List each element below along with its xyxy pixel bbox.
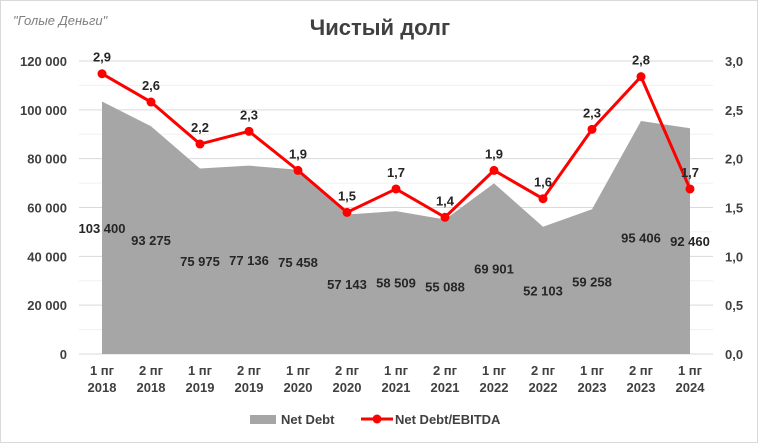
net-debt-data-label: 55 088 bbox=[425, 280, 465, 295]
net-debt-ebitda-point bbox=[391, 184, 401, 194]
net-debt-ebitda-point bbox=[342, 207, 352, 217]
right-axis-tick: 2,0 bbox=[725, 152, 743, 167]
left-axis-tick: 80 000 bbox=[27, 152, 67, 167]
net-debt-ebitda-data-label: 1,4 bbox=[436, 193, 455, 208]
x-axis-label-year: 2018 bbox=[137, 380, 166, 395]
net-debt-data-label: 95 406 bbox=[621, 231, 661, 246]
x-axis-label-year: 2020 bbox=[284, 380, 313, 395]
net-debt-ebitda-point bbox=[440, 212, 450, 222]
source-watermark: "Голые Деньги" bbox=[13, 13, 108, 28]
right-axis-tick: 0,5 bbox=[725, 298, 743, 313]
legend-net-debt-swatch bbox=[250, 415, 276, 424]
legend-ratio-label: Net Debt/EBITDA bbox=[395, 412, 501, 427]
x-axis-label-year: 2024 bbox=[676, 380, 706, 395]
x-axis-label-half: 1 пг bbox=[678, 363, 703, 378]
net-debt-ebitda-data-label: 2,2 bbox=[191, 120, 209, 135]
net-debt-ebitda-data-label: 1,6 bbox=[534, 175, 552, 190]
right-axis-tick: 0,0 bbox=[725, 347, 743, 362]
net-debt-ebitda-point bbox=[146, 97, 156, 107]
left-axis-tick: 40 000 bbox=[27, 249, 67, 264]
net-debt-data-label: 93 275 bbox=[131, 233, 171, 248]
left-axis-tick: 100 000 bbox=[20, 103, 67, 118]
right-axis-tick: 2,5 bbox=[725, 103, 743, 118]
net-debt-area bbox=[102, 101, 690, 354]
x-axis-label-year: 2021 bbox=[382, 380, 411, 395]
x-axis-label-half: 2 пг bbox=[531, 363, 556, 378]
x-axis-label-year: 2022 bbox=[480, 380, 509, 395]
x-axis-label-half: 1 пг bbox=[286, 363, 311, 378]
net-debt-ebitda-point bbox=[636, 72, 646, 82]
left-axis-tick: 120 000 bbox=[20, 54, 67, 69]
net-debt-data-label: 75 458 bbox=[278, 255, 318, 270]
x-axis-label-year: 2019 bbox=[235, 380, 264, 395]
x-axis-label-half: 2 пг bbox=[629, 363, 654, 378]
net-debt-ebitda-point bbox=[587, 124, 597, 134]
net-debt-ebitda-point bbox=[195, 139, 205, 149]
net-debt-ebitda-data-label: 2,3 bbox=[240, 107, 258, 122]
x-axis-label-half: 1 пг bbox=[90, 363, 115, 378]
legend-net-debt-label: Net Debt bbox=[281, 412, 335, 427]
net-debt-ebitda-data-label: 2,3 bbox=[583, 105, 601, 120]
net-debt-data-label: 103 400 bbox=[79, 221, 126, 236]
chart-title: Чистый долг bbox=[309, 15, 451, 40]
x-axis-label-year: 2021 bbox=[431, 380, 460, 395]
net-debt-data-label: 57 143 bbox=[327, 277, 367, 292]
x-axis-label-year: 2023 bbox=[627, 380, 656, 395]
net-debt-ebitda-data-label: 2,6 bbox=[142, 78, 160, 93]
x-axis-label-half: 2 пг bbox=[335, 363, 360, 378]
x-axis-label-year: 2020 bbox=[333, 380, 362, 395]
left-axis-tick: 0 bbox=[60, 347, 67, 362]
net-debt-data-label: 52 103 bbox=[523, 283, 563, 298]
x-axis-label-half: 2 пг bbox=[237, 363, 262, 378]
net-debt-data-label: 58 509 bbox=[376, 276, 416, 291]
net-debt-data-label: 69 901 bbox=[474, 262, 514, 277]
x-axis-label-year: 2018 bbox=[88, 380, 117, 395]
x-axis-label-half: 1 пг bbox=[188, 363, 213, 378]
net-debt-ebitda-data-label: 1,9 bbox=[485, 146, 503, 161]
net-debt-data-label: 75 975 bbox=[180, 254, 220, 269]
net-debt-ebitda-point bbox=[97, 69, 107, 79]
right-axis-tick: 1,5 bbox=[725, 201, 743, 216]
right-axis-tick: 1,0 bbox=[725, 249, 743, 264]
x-axis-label-half: 1 пг bbox=[580, 363, 605, 378]
net-debt-data-label: 77 136 bbox=[229, 253, 269, 268]
net-debt-ebitda-data-label: 1,5 bbox=[338, 188, 356, 203]
net-debt-data-label: 92 460 bbox=[670, 234, 710, 249]
legend-ratio-marker bbox=[372, 414, 382, 424]
net-debt-ebitda-point bbox=[293, 165, 303, 175]
left-axis-tick: 60 000 bbox=[27, 201, 67, 216]
x-axis-label-year: 2022 bbox=[529, 380, 558, 395]
x-axis-label-half: 1 пг bbox=[384, 363, 409, 378]
net-debt-ebitda-point bbox=[538, 194, 548, 204]
left-axis-tick: 20 000 bbox=[27, 298, 67, 313]
net-debt-ebitda-data-label: 2,9 bbox=[93, 50, 111, 65]
x-axis-label-half: 1 пг bbox=[482, 363, 507, 378]
net-debt-ebitda-data-label: 1,9 bbox=[289, 146, 307, 161]
net-debt-ebitda-data-label: 2,8 bbox=[632, 53, 650, 68]
net-debt-ebitda-data-label: 1,7 bbox=[387, 165, 405, 180]
right-axis-tick: 3,0 bbox=[725, 54, 743, 69]
net-debt-ebitda-point bbox=[244, 126, 254, 136]
net-debt-ebitda-point bbox=[685, 184, 695, 194]
x-axis-label-half: 2 пг bbox=[433, 363, 458, 378]
x-axis-label-year: 2023 bbox=[578, 380, 607, 395]
x-axis-label-year: 2019 bbox=[186, 380, 215, 395]
net-debt-ebitda-data-label: 1,7 bbox=[681, 165, 699, 180]
x-axis-label-half: 2 пг bbox=[139, 363, 164, 378]
net-debt-data-label: 59 258 bbox=[572, 275, 612, 290]
net-debt-ebitda-point bbox=[489, 165, 499, 175]
